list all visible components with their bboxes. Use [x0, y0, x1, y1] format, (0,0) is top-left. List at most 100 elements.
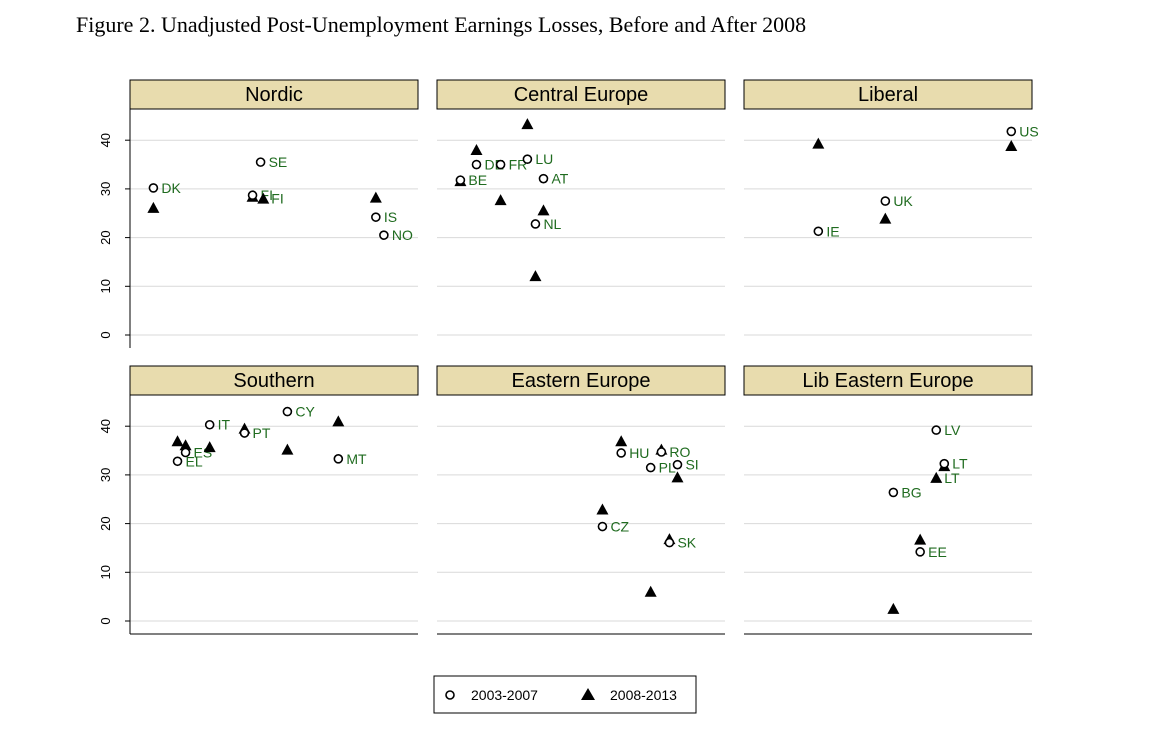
point-label: NL [543, 216, 561, 232]
panel-title: Eastern Europe [512, 370, 651, 392]
marker-2008-2013 [281, 443, 294, 455]
marker-2008-2013 [171, 435, 184, 447]
point-label: SI [685, 457, 698, 473]
marker-2003-2007 [880, 196, 891, 206]
y-tick-label: 10 [98, 565, 113, 579]
marker-2003-2007 [616, 448, 627, 458]
panel-title: Southern [233, 370, 314, 392]
marker-2008-2013 [914, 533, 927, 545]
legend-marker-2008-2013 [581, 688, 595, 700]
point-label: HU [629, 445, 649, 461]
point-label: IT [218, 417, 231, 433]
point-label: BE [468, 172, 487, 188]
marker-2003-2007 [455, 175, 466, 185]
marker-2008-2013 [529, 270, 542, 282]
marker-2003-2007 [204, 419, 215, 430]
marker-2008-2013 [615, 435, 628, 447]
point-label: CY [295, 404, 315, 420]
point-label: AT [551, 171, 568, 187]
marker-2008-2013 [179, 439, 192, 451]
panel-strip [743, 365, 1033, 396]
point-label: NO [392, 227, 413, 243]
marker-2003-2007 [255, 157, 266, 167]
marker-2003-2007 [379, 230, 389, 240]
point-label: PT [253, 425, 271, 441]
point-label: PL [659, 460, 676, 476]
y-tick-label: 40 [98, 419, 113, 433]
point-label: RO [669, 444, 690, 460]
marker-2003-2007 [664, 537, 675, 548]
marker-2008-2013 [812, 137, 825, 149]
y-tick-label: 10 [98, 279, 113, 293]
y-tick-label: 20 [98, 516, 113, 530]
point-label: LV [944, 422, 961, 438]
point-label: DK [161, 180, 181, 196]
marker-2008-2013 [147, 201, 160, 213]
y-tick-label: 40 [98, 133, 113, 147]
marker-2008-2013 [644, 585, 657, 597]
y-tick-label: 20 [98, 230, 113, 244]
marker-2008-2013 [930, 471, 943, 483]
point-label: EE [928, 544, 947, 560]
point-label: MT [346, 451, 367, 467]
y-tick-label: 30 [98, 182, 113, 196]
panel-strip [129, 79, 419, 110]
legend-label-2008-2013: 2008-2013 [610, 687, 677, 703]
marker-2003-2007 [538, 173, 549, 184]
point-label: LT [944, 470, 960, 486]
marker-2008-2013 [887, 602, 900, 614]
panel-strip [436, 365, 726, 396]
marker-2003-2007 [172, 456, 183, 467]
marker-2008-2013 [494, 194, 507, 206]
panel-title: Lib Eastern Europe [802, 370, 973, 392]
marker-2008-2013 [470, 143, 483, 155]
marker-2003-2007 [239, 428, 250, 438]
legend-box [433, 675, 697, 714]
point-label: LU [535, 151, 553, 167]
point-label: CZ [610, 519, 629, 535]
marker-2003-2007 [645, 462, 656, 473]
point-label: LT [952, 456, 968, 472]
marker-2003-2007 [522, 154, 533, 164]
point-label: FR [509, 157, 528, 173]
marker-2008-2013 [671, 471, 684, 483]
panel-strip [129, 365, 419, 396]
point-label: SE [269, 154, 288, 170]
marker-2003-2007 [282, 406, 293, 417]
marker-2003-2007 [148, 183, 159, 193]
marker-2008-2013 [203, 441, 216, 453]
marker-2003-2007 [247, 190, 258, 201]
panel-title: Nordic [245, 84, 303, 106]
point-label: FI [271, 191, 283, 207]
marker-2008-2013 [537, 204, 550, 216]
point-label: EL [186, 453, 203, 469]
marker-2003-2007 [530, 219, 541, 229]
y-tick-label: 30 [98, 468, 113, 482]
marker-2008-2013 [369, 191, 382, 203]
legend-label-2003-2007: 2003-2007 [471, 687, 538, 703]
marker-2003-2007 [656, 447, 667, 457]
panel-title: Central Europe [514, 84, 649, 106]
legend-marker-2003-2007 [445, 690, 455, 700]
marker-2008-2013 [596, 503, 609, 515]
marker-2003-2007 [915, 547, 925, 557]
point-label: SK [677, 535, 696, 551]
y-tick-label: 0 [98, 331, 113, 338]
marker-2003-2007 [333, 454, 344, 464]
point-label: US [1019, 123, 1038, 139]
panel-strip [743, 79, 1033, 110]
point-label: IE [826, 223, 839, 239]
y-tick-label: 0 [98, 617, 113, 624]
figure-title: Figure 2. Unadjusted Post-Unemployment E… [76, 12, 807, 37]
marker-2003-2007 [180, 447, 191, 458]
marker-2003-2007 [672, 459, 683, 470]
marker-2008-2013 [257, 192, 270, 204]
marker-2003-2007 [597, 521, 608, 532]
point-label: UK [893, 193, 913, 209]
panel-strip [436, 79, 726, 110]
marker-2003-2007 [371, 212, 381, 222]
marker-2003-2007 [939, 458, 950, 469]
marker-2003-2007 [813, 226, 824, 237]
marker-2003-2007 [495, 159, 506, 170]
